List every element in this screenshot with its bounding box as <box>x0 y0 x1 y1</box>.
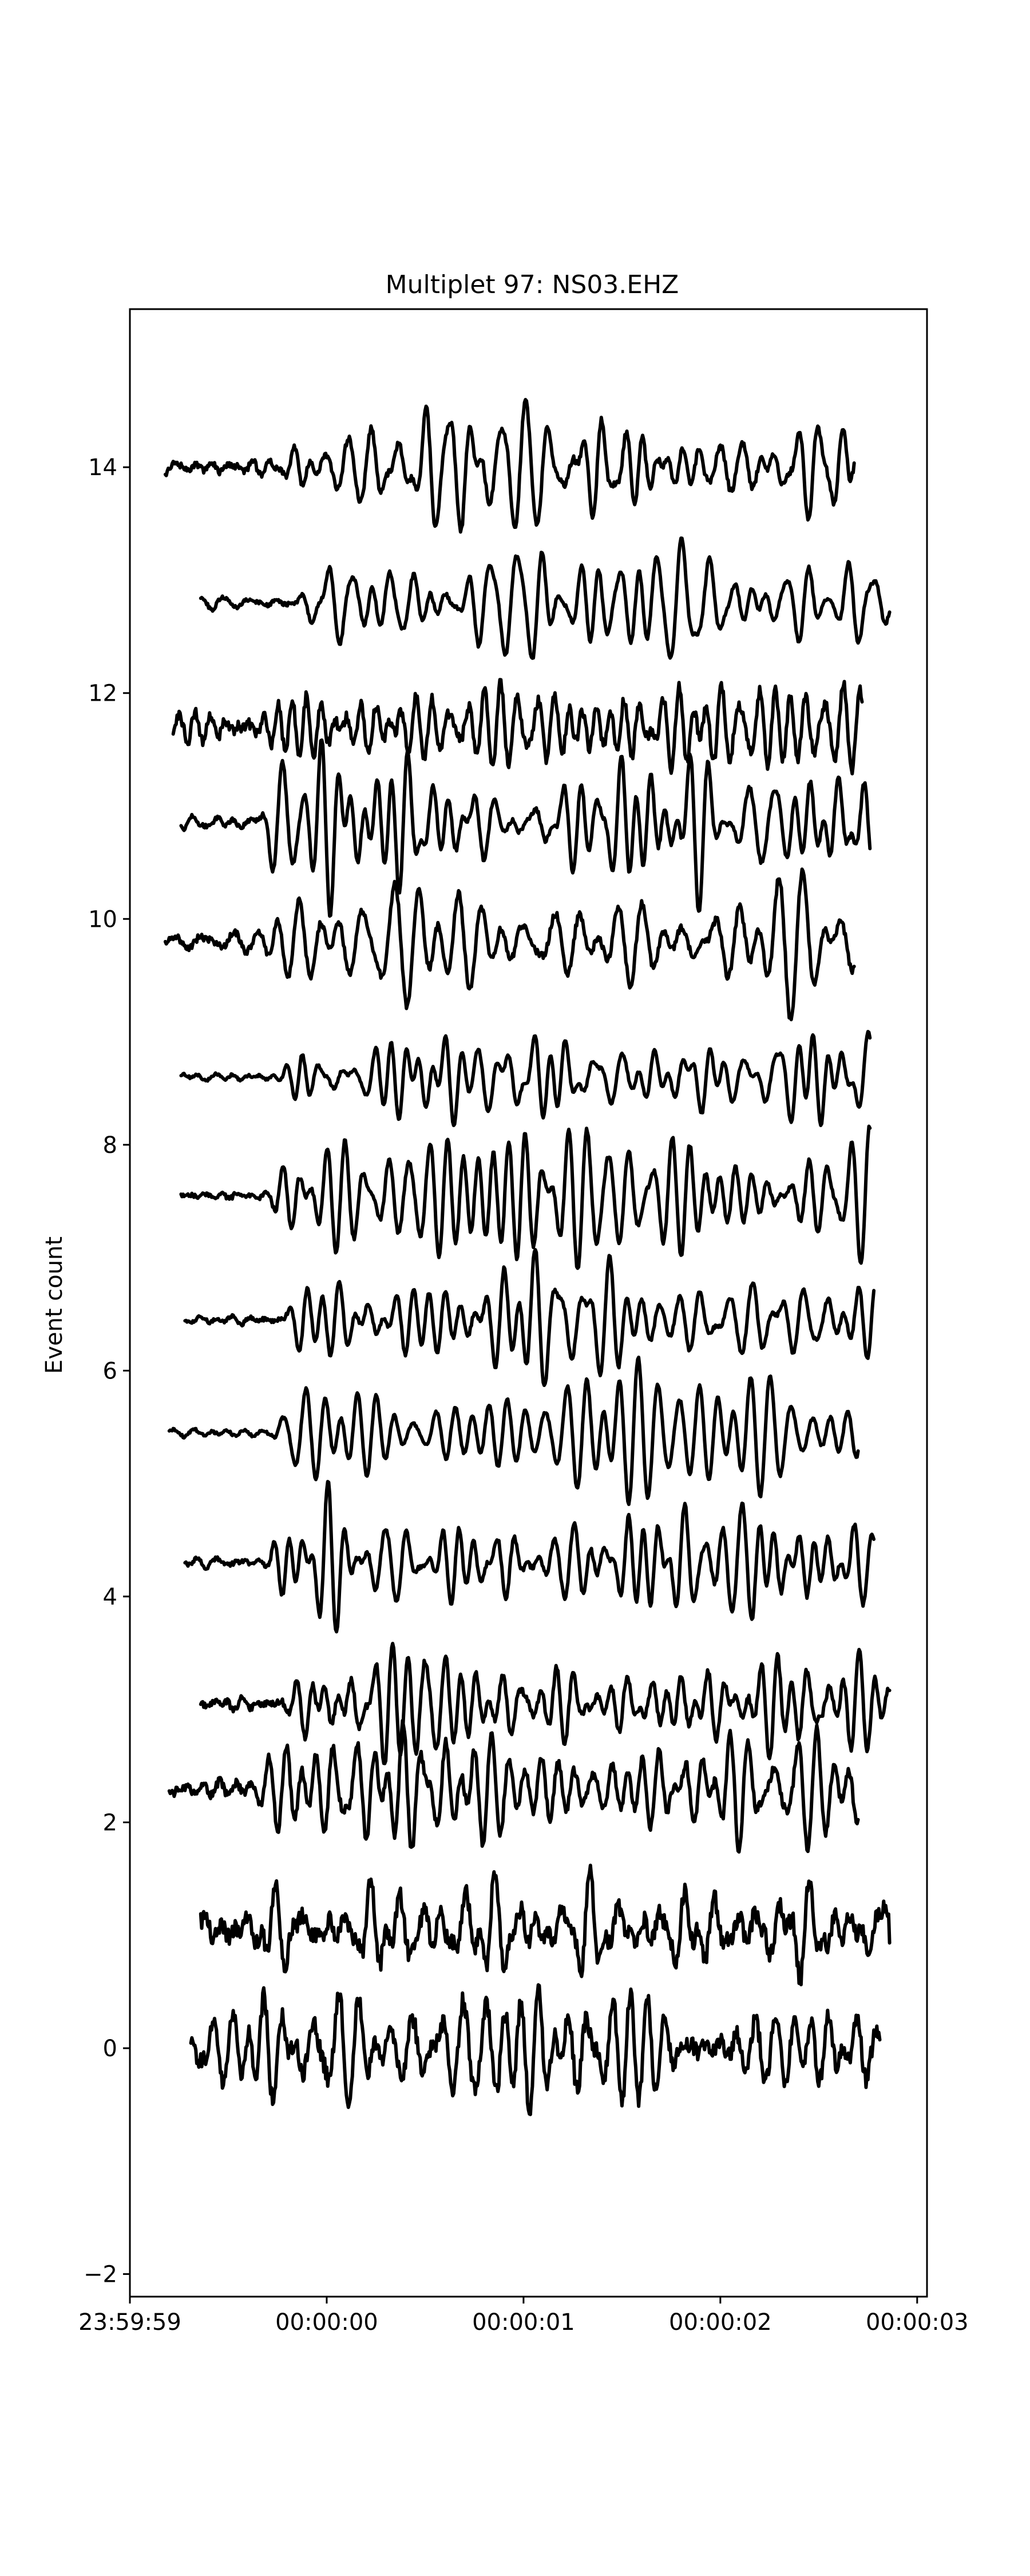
y-tick-label: 12 <box>88 681 117 707</box>
waveform-trace-3 <box>171 678 864 776</box>
ticks-group: 23:59:59 00:00:00 00:00:01 00:00:02 00:00:03… <box>78 455 968 2336</box>
y-tick-label: −2 <box>84 2262 117 2288</box>
waveform-trace-12 <box>167 1718 860 1854</box>
waveform-trace-4 <box>179 738 872 918</box>
traces-group <box>163 398 892 2116</box>
waveform-trace-10 <box>183 1480 876 1634</box>
y-tick-label: 14 <box>88 455 117 481</box>
waveform-trace-2 <box>199 536 892 660</box>
y-tick-label: 0 <box>103 2036 117 2062</box>
plot-frame <box>129 308 928 2298</box>
y-axis-label: Event count <box>41 1236 68 1374</box>
x-tick-label: 00:00:01 <box>472 2309 575 2336</box>
waveform-trace-13 <box>199 1863 892 1986</box>
chart-title: Multiplet 97: NS03.EHZ <box>386 270 679 299</box>
waveform-trace-11 <box>199 1642 892 1765</box>
waveform-trace-8 <box>183 1248 876 1387</box>
waveform-trace-7 <box>179 1124 872 1270</box>
x-tick-label: 23:59:59 <box>78 2309 181 2336</box>
waveform-trace-6 <box>179 1030 872 1127</box>
x-tick-label: 00:00:00 <box>275 2309 378 2336</box>
waveform-trace-5 <box>163 867 856 1022</box>
y-tick-label: 4 <box>103 1584 117 1610</box>
x-tick-label: 00:00:02 <box>669 2309 772 2336</box>
y-tick-label: 10 <box>88 906 117 933</box>
waveform-trace-1 <box>163 398 856 534</box>
waveform-trace-9 <box>167 1356 860 1506</box>
y-tick-label: 8 <box>103 1132 117 1159</box>
y-tick-label: 6 <box>103 1358 117 1384</box>
y-tick-label: 2 <box>103 1809 117 1836</box>
waveform-trace-14 <box>189 1983 882 2116</box>
x-tick-label: 00:00:03 <box>866 2309 969 2336</box>
